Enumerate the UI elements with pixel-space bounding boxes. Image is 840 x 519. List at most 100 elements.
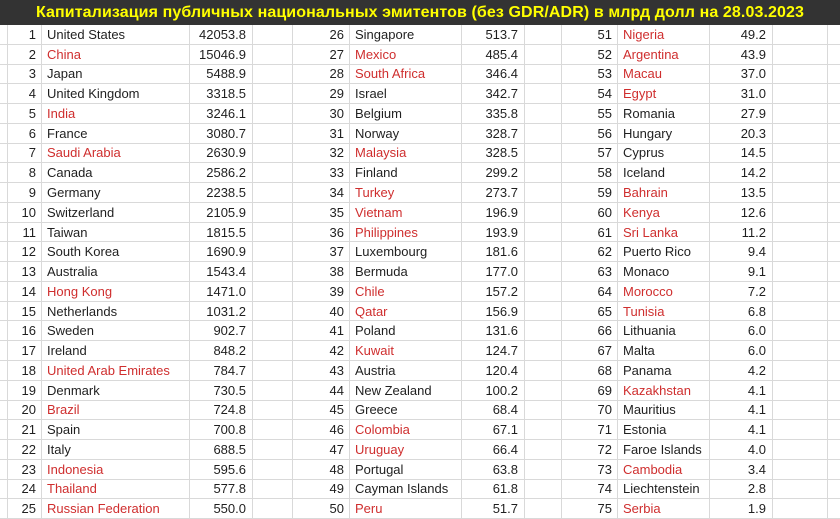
value-cell: 5488.9 bbox=[190, 64, 253, 84]
trailing-cell bbox=[773, 479, 828, 499]
spacer-cell bbox=[253, 242, 293, 262]
trailing-cell bbox=[773, 361, 828, 380]
rank-cell: 39 bbox=[293, 281, 350, 301]
country-cell: Kuwait bbox=[350, 341, 462, 361]
value-cell: 9.4 bbox=[710, 242, 773, 262]
country-cell: India bbox=[42, 104, 190, 123]
country-cell: Macau bbox=[618, 64, 710, 84]
trailing-cell bbox=[773, 262, 828, 281]
value-cell: 4.1 bbox=[710, 400, 773, 420]
rank-cell: 31 bbox=[293, 123, 350, 143]
right-margin-cell bbox=[828, 183, 840, 202]
left-margin-cell bbox=[0, 499, 8, 519]
right-margin-cell bbox=[828, 203, 840, 222]
rank-cell: 64 bbox=[562, 281, 618, 301]
rank-cell: 75 bbox=[562, 499, 618, 519]
rank-cell: 27 bbox=[293, 44, 350, 64]
trailing-cell bbox=[773, 400, 828, 420]
left-margin-cell bbox=[0, 341, 8, 361]
table-row: 2 China 15046.9 27 Mexico 485.4 52 Argentina 43.… bbox=[0, 44, 840, 65]
value-cell: 2105.9 bbox=[190, 202, 253, 222]
rank-cell: 36 bbox=[293, 222, 350, 242]
country-cell: Kazakhstan bbox=[618, 380, 710, 400]
value-cell: 3080.7 bbox=[190, 123, 253, 143]
rank-cell: 4 bbox=[8, 84, 42, 104]
right-margin-cell bbox=[828, 420, 840, 439]
rank-cell: 34 bbox=[293, 183, 350, 202]
trailing-cell bbox=[773, 242, 828, 262]
trailing-cell bbox=[773, 380, 828, 400]
rank-cell: 23 bbox=[8, 459, 42, 479]
trailing-cell bbox=[773, 84, 828, 104]
table-row: 23 Indonesia 595.6 48 Portugal 63.8 73 Cambodia… bbox=[0, 459, 840, 480]
value-cell: 9.1 bbox=[710, 262, 773, 281]
rank-cell: 5 bbox=[8, 104, 42, 123]
country-cell: Cayman Islands bbox=[350, 479, 462, 499]
trailing-cell bbox=[773, 281, 828, 301]
spacer-cell bbox=[525, 222, 562, 242]
table-row: 24 Thailand 577.8 49 Cayman Islands 61.8 74 Lie… bbox=[0, 479, 840, 500]
value-cell: 42053.8 bbox=[190, 25, 253, 44]
rank-cell: 72 bbox=[562, 440, 618, 459]
rank-cell: 74 bbox=[562, 479, 618, 499]
spacer-cell bbox=[525, 262, 562, 281]
spacer-cell bbox=[525, 301, 562, 321]
rank-cell: 56 bbox=[562, 123, 618, 143]
trailing-cell bbox=[773, 341, 828, 361]
table-row: 10 Switzerland 2105.9 35 Vietnam 196.9 60 Kenya… bbox=[0, 202, 840, 223]
trailing-cell bbox=[773, 163, 828, 183]
rank-cell: 6 bbox=[8, 123, 42, 143]
rank-cell: 3 bbox=[8, 64, 42, 84]
spacer-cell bbox=[525, 202, 562, 222]
country-cell: United Arab Emirates bbox=[42, 361, 190, 380]
value-cell: 784.7 bbox=[190, 361, 253, 380]
spacer-cell bbox=[525, 64, 562, 84]
trailing-cell bbox=[773, 183, 828, 202]
trailing-cell bbox=[773, 104, 828, 123]
country-cell: Singapore bbox=[350, 25, 462, 44]
spacer-cell bbox=[253, 222, 293, 242]
country-cell: Kenya bbox=[618, 202, 710, 222]
value-cell: 15046.9 bbox=[190, 44, 253, 64]
spacer-cell bbox=[253, 321, 293, 341]
trailing-cell bbox=[773, 301, 828, 321]
rank-cell: 65 bbox=[562, 301, 618, 321]
rank-cell: 45 bbox=[293, 400, 350, 420]
country-cell: Spain bbox=[42, 420, 190, 440]
spacer-cell bbox=[253, 123, 293, 143]
rank-cell: 18 bbox=[8, 361, 42, 380]
right-margin-cell bbox=[828, 144, 840, 163]
spacer-cell bbox=[253, 25, 293, 44]
spacer-cell bbox=[525, 479, 562, 499]
rank-cell: 26 bbox=[293, 25, 350, 44]
left-margin-cell bbox=[0, 479, 8, 499]
country-cell: South Africa bbox=[350, 64, 462, 84]
country-cell: Malta bbox=[618, 341, 710, 361]
country-cell: Morocco bbox=[618, 281, 710, 301]
table-row: 6 France 3080.7 31 Norway 328.7 56 Hungary 20.3 bbox=[0, 123, 840, 144]
country-cell: Taiwan bbox=[42, 222, 190, 242]
spacer-cell bbox=[525, 183, 562, 202]
right-margin-cell bbox=[828, 460, 840, 479]
value-cell: 4.1 bbox=[710, 420, 773, 440]
value-cell: 27.9 bbox=[710, 104, 773, 123]
right-margin-cell bbox=[828, 321, 840, 340]
spacer-cell bbox=[525, 440, 562, 459]
country-cell: Italy bbox=[42, 440, 190, 459]
value-cell: 335.8 bbox=[462, 104, 525, 123]
spacer-cell bbox=[525, 321, 562, 341]
rank-cell: 9 bbox=[8, 183, 42, 202]
spacer-cell bbox=[253, 459, 293, 479]
country-cell: Sweden bbox=[42, 321, 190, 341]
table-row: 21 Spain 700.8 46 Colombia 67.1 71 Estonia 4.1 bbox=[0, 420, 840, 441]
value-cell: 61.8 bbox=[462, 479, 525, 499]
country-cell: China bbox=[42, 44, 190, 64]
rank-cell: 37 bbox=[293, 242, 350, 262]
rank-cell: 52 bbox=[562, 44, 618, 64]
value-cell: 13.5 bbox=[710, 183, 773, 202]
rank-cell: 71 bbox=[562, 420, 618, 440]
value-cell: 1543.4 bbox=[190, 262, 253, 281]
value-cell: 724.8 bbox=[190, 400, 253, 420]
spacer-cell bbox=[253, 143, 293, 163]
country-cell: Denmark bbox=[42, 380, 190, 400]
